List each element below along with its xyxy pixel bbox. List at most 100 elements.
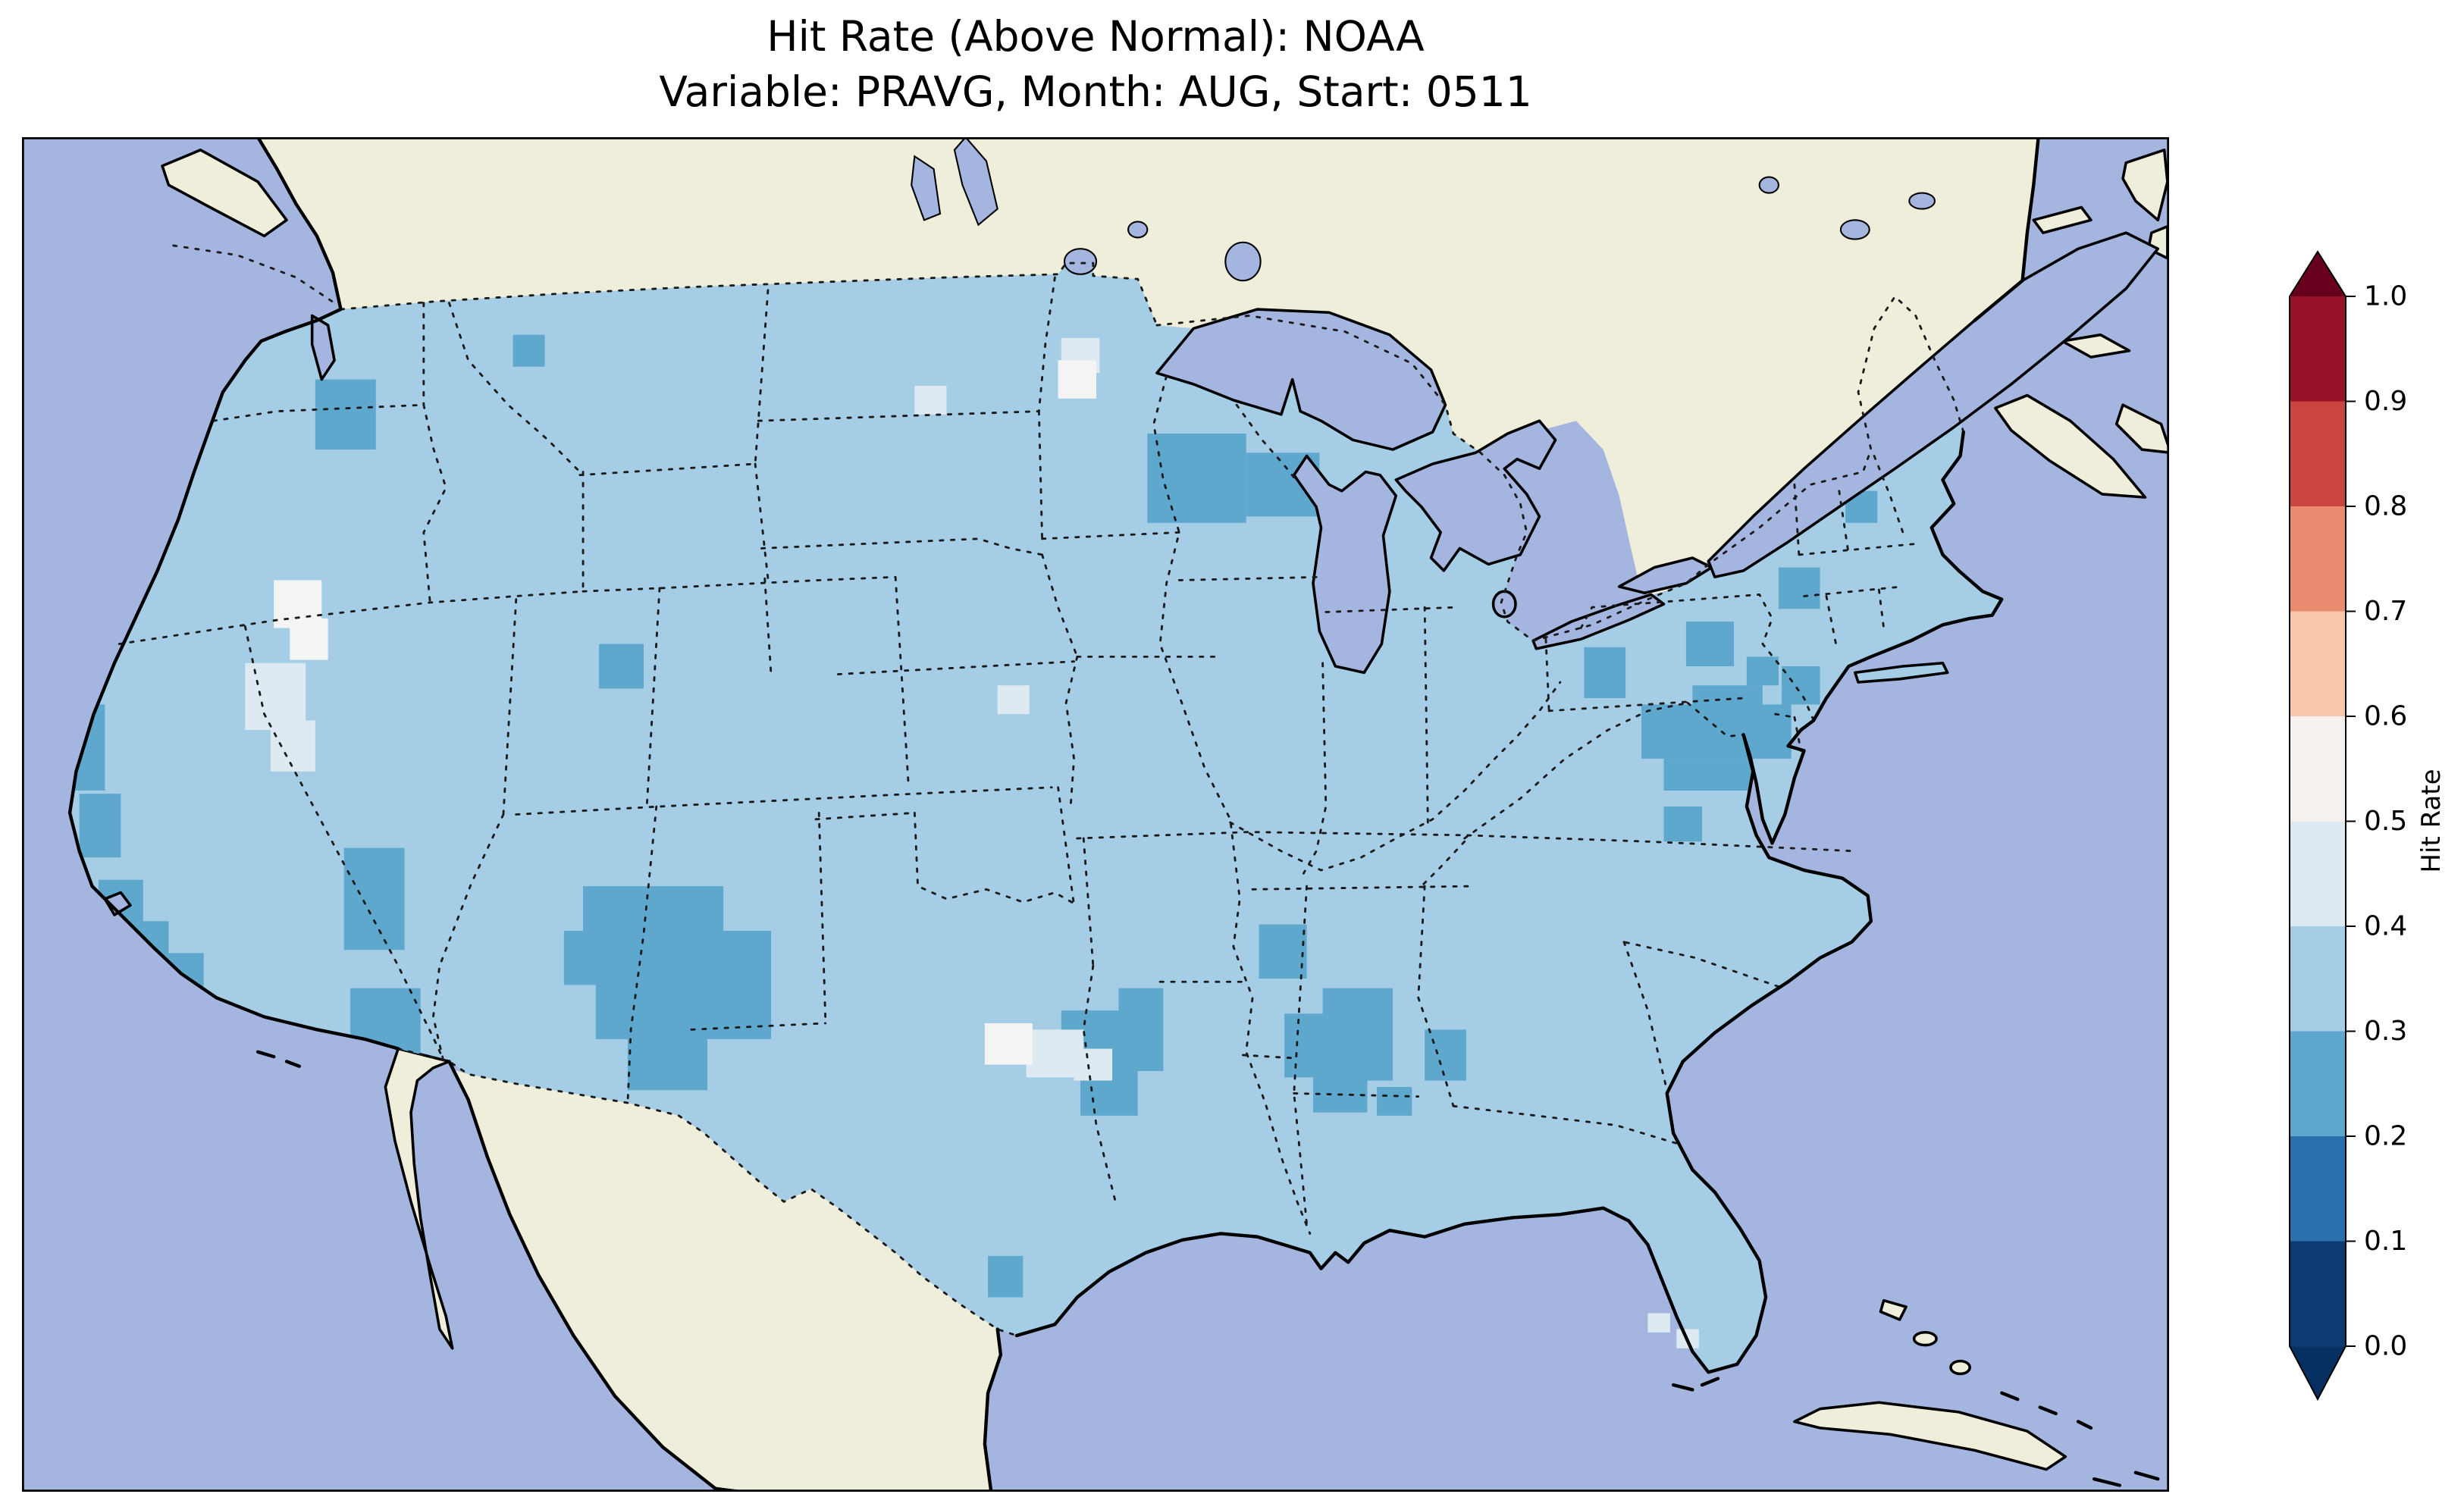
colorbar: 1.0 0.9 0.8 0.7 0.6 0.5 0.4 0.3 0.2 0.1 0.0 Hit Ra… xyxy=(2289,250,2447,1402)
colorbar-tick-label: 0.6 xyxy=(2364,701,2407,732)
newfoundland xyxy=(2121,149,2169,222)
hit-rate-cell-0.2-0.3 xyxy=(1685,622,1735,666)
east-gulf-coastline xyxy=(1014,430,2004,1374)
hit-rate-cell-0.2-0.3 xyxy=(583,886,724,931)
hit-rate-cell-0.4-0.5 xyxy=(1074,1048,1113,1081)
hit-rate-cell-0.5-0.6 xyxy=(1058,360,1097,399)
hit-rate-cell-0.2-0.3 xyxy=(988,1255,1024,1298)
colorbar-segments xyxy=(2290,296,2346,1347)
hit-rate-cell-0.2-0.3 xyxy=(1663,806,1702,842)
hit-rate-cell-0.4-0.5 xyxy=(270,720,315,772)
hit-rate-cell-0.2-0.3 xyxy=(1147,434,1246,523)
hit-rate-cell-0.5-0.6 xyxy=(984,1023,1033,1065)
hit-rate-cell-0.2-0.3 xyxy=(1259,924,1307,979)
hit-rate-cell-0.2-0.3 xyxy=(1782,666,1820,705)
vancouver-island xyxy=(161,149,288,238)
lake-of-the-woods xyxy=(1063,248,1098,275)
hit-rate-cell-0.2-0.3 xyxy=(1284,1013,1326,1078)
colorbar-tick-label: 0.9 xyxy=(2364,386,2407,417)
state-borders xyxy=(118,276,1920,1235)
colorbar-tick-label: 0.8 xyxy=(2364,491,2407,522)
chart-title-line-1: Hit Rate (Above Normal): NOAA xyxy=(766,12,1425,61)
hit-rate-cell-0.4-0.5 xyxy=(245,662,306,731)
hit-rate-cell-0.2-0.3 xyxy=(1584,647,1626,699)
colorbar-segment xyxy=(2290,1241,2346,1347)
map-panel xyxy=(22,137,2169,1492)
colorbar-tick-label: 0.3 xyxy=(2364,1016,2407,1047)
nova-scotia xyxy=(1994,393,2147,499)
colorbar-tick-label: 0.1 xyxy=(2364,1226,2407,1257)
canada-region xyxy=(258,137,2039,597)
small-islands-dashes xyxy=(255,1050,2160,1487)
islands xyxy=(161,149,2169,1487)
hit-rate-cell-0.2-0.3 xyxy=(627,1038,708,1091)
lake-winnipeg xyxy=(953,137,998,227)
colorbar-segment xyxy=(2290,296,2346,402)
west-coastline xyxy=(67,137,400,1051)
puget-sound xyxy=(310,314,336,381)
st-lawrence-river xyxy=(1707,231,2160,579)
hit-rate-cell-0.2-0.3 xyxy=(1425,1029,1466,1081)
hit-rate-cell-0.4-0.5 xyxy=(1647,1313,1670,1333)
bahamas-island-2 xyxy=(1912,1330,1938,1347)
baja-california xyxy=(384,1047,454,1350)
colorbar-segment xyxy=(2290,1031,2346,1137)
hit-rate-cell-0.2-0.3 xyxy=(1746,656,1779,686)
hit-rate-cell-0.2-0.3 xyxy=(343,847,405,951)
canada-lake-small-1 xyxy=(1127,221,1149,239)
colorbar-axis-label: Hit Rate xyxy=(2416,769,2447,872)
hit-rate-cell-0.2-0.3 xyxy=(563,930,772,985)
international-borders xyxy=(172,244,1965,1337)
chart-title: Hit Rate (Above Normal): NOAA Variable: … xyxy=(22,9,2169,119)
lake-nipigon xyxy=(1224,241,1262,282)
hit-rate-cell-0.5-0.6 xyxy=(290,618,328,660)
hit-rate-cell-0.2-0.3 xyxy=(1663,758,1754,791)
hit-rate-cell-0.2-0.3 xyxy=(1322,988,1393,1081)
hit-rate-cell-0.2-0.3 xyxy=(1778,567,1820,609)
hit-rate-cell-0.2-0.3 xyxy=(1377,1087,1412,1116)
canada-lake-small-4 xyxy=(1758,176,1779,194)
colorbar-under-arrow xyxy=(2290,1346,2346,1399)
colorbar-tick-label: 0.4 xyxy=(2364,911,2407,942)
anticosti-island xyxy=(2032,205,2093,234)
hit-rate-cell-0.2-0.3 xyxy=(1118,988,1164,1071)
hit-rate-cell-0.2-0.3 xyxy=(595,985,772,1039)
canada-atlantic-coastline xyxy=(1973,137,2040,322)
colorbar-tick-label: 0.7 xyxy=(2364,596,2407,627)
colorbar-tick-label: 0.0 xyxy=(2364,1331,2407,1362)
colorbar-segment xyxy=(2290,506,2346,612)
colorbar-ticks: 1.0 0.9 0.8 0.7 0.6 0.5 0.4 0.3 0.2 0.1 0.0 xyxy=(2346,281,2407,1362)
hit-rate-cell-0.2-0.3 xyxy=(513,334,545,367)
colorbar-over-arrow xyxy=(2290,252,2346,296)
hit-rate-cell-0.2-0.3 xyxy=(315,379,376,450)
cuba xyxy=(1793,1401,2067,1471)
hit-rate-cell-0.2-0.3 xyxy=(79,794,121,858)
canada-lake-small-2 xyxy=(1839,219,1870,240)
mexico-coastline xyxy=(447,1060,1003,1492)
colorbar-segment xyxy=(2290,821,2346,927)
colorbar-segment xyxy=(2290,716,2346,822)
lake-huron xyxy=(1394,419,1557,572)
colorbar-segment xyxy=(2290,611,2346,717)
chart-title-line-2: Variable: PRAVG, Month: AUG, Start: 0511 xyxy=(659,67,1532,116)
lake-superior xyxy=(1155,308,1447,451)
bahamas-island xyxy=(1879,1298,1908,1321)
san-francisco-bay xyxy=(103,891,132,916)
colorbar-segment xyxy=(2290,1136,2346,1242)
hit-rate-cell-0.4-0.5 xyxy=(914,385,947,415)
hit-rate-cell-0.2-0.3 xyxy=(599,644,644,689)
colorbar-segment xyxy=(2290,926,2346,1032)
colorbar-tick-label: 1.0 xyxy=(2364,281,2407,312)
canada-lakes xyxy=(911,137,1936,282)
hit-rate-cell-0.2-0.3 xyxy=(1641,704,1792,759)
prince-edward-island xyxy=(2061,333,2131,359)
lake-michigan xyxy=(1292,454,1398,675)
hit-rate-cell-0.4-0.5 xyxy=(997,685,1030,715)
colorbar-tick-label: 0.2 xyxy=(2364,1121,2407,1152)
hit-rate-cell-0.2-0.3 xyxy=(1312,1074,1368,1113)
canada-lake-small-3 xyxy=(1908,192,1936,210)
long-island xyxy=(1854,661,1949,684)
cape-breton-island xyxy=(2114,403,2169,454)
lake-manitoba xyxy=(911,155,942,221)
